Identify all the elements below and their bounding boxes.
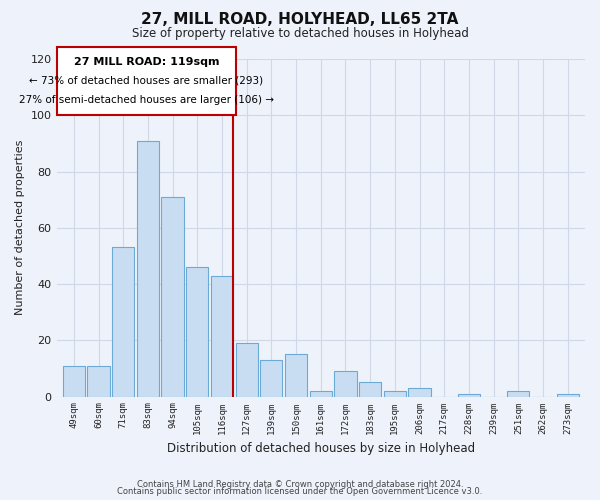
- Text: Contains public sector information licensed under the Open Government Licence v3: Contains public sector information licen…: [118, 487, 482, 496]
- Bar: [458, 394, 480, 396]
- Text: 27% of semi-detached houses are larger (106) →: 27% of semi-detached houses are larger (…: [19, 95, 274, 105]
- Bar: [88, 366, 110, 396]
- Text: Size of property relative to detached houses in Holyhead: Size of property relative to detached ho…: [131, 28, 469, 40]
- Bar: [63, 366, 85, 396]
- Bar: [285, 354, 307, 397]
- Bar: [211, 276, 233, 396]
- Bar: [334, 371, 356, 396]
- Bar: [359, 382, 381, 396]
- Bar: [384, 391, 406, 396]
- Text: 27 MILL ROAD: 119sqm: 27 MILL ROAD: 119sqm: [74, 56, 219, 66]
- Bar: [112, 248, 134, 396]
- Bar: [236, 343, 258, 396]
- Text: Contains HM Land Registry data © Crown copyright and database right 2024.: Contains HM Land Registry data © Crown c…: [137, 480, 463, 489]
- Bar: [310, 391, 332, 396]
- Bar: [137, 140, 159, 396]
- Bar: [409, 388, 431, 396]
- Text: 27, MILL ROAD, HOLYHEAD, LL65 2TA: 27, MILL ROAD, HOLYHEAD, LL65 2TA: [142, 12, 458, 28]
- X-axis label: Distribution of detached houses by size in Holyhead: Distribution of detached houses by size …: [167, 442, 475, 455]
- Bar: [186, 267, 208, 396]
- Bar: [557, 394, 579, 396]
- Text: ← 73% of detached houses are smaller (293): ← 73% of detached houses are smaller (29…: [29, 76, 263, 86]
- Bar: [161, 197, 184, 396]
- Bar: [507, 391, 529, 396]
- Bar: [260, 360, 283, 397]
- Y-axis label: Number of detached properties: Number of detached properties: [15, 140, 25, 316]
